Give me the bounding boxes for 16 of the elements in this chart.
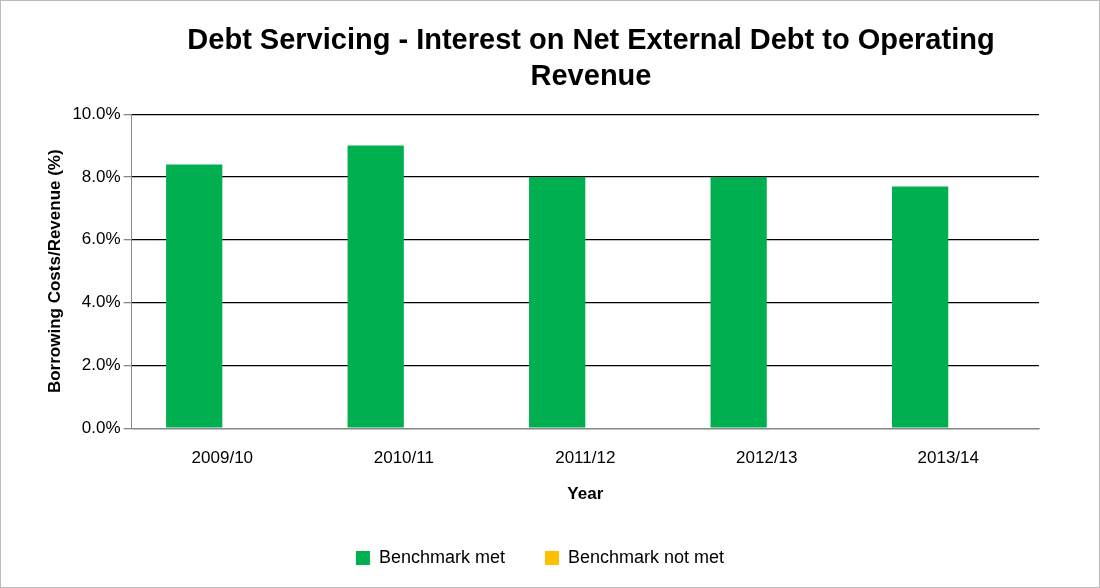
y-tick-label: 10.0% [72, 103, 121, 123]
x-tick-label: 2013/14 [917, 448, 979, 468]
y-tick-label: 6.0% [81, 229, 121, 249]
legend-label: Benchmark met [378, 546, 505, 567]
y-tick-label: 8.0% [81, 166, 121, 186]
x-tick-label: 2010/11 [373, 448, 434, 468]
x-axis-title: Year [567, 484, 604, 504]
y-axis-title: Borrowing Costs/Revenue (%) [44, 149, 64, 394]
y-tick-label: 0.0% [81, 417, 121, 437]
x-tick-label: 2012/13 [736, 448, 798, 468]
x-tick-label: 2009/10 [191, 448, 254, 468]
y-tick-label: 4.0% [81, 292, 121, 312]
legend-label: Benchmark not met [567, 546, 725, 567]
x-tick-label: 2011/12 [555, 448, 616, 468]
y-tick-label: 2.0% [81, 355, 121, 375]
chart-title: Debt Servicing - Interest on Net External Debt to Operating Revenue [186, 22, 996, 93]
